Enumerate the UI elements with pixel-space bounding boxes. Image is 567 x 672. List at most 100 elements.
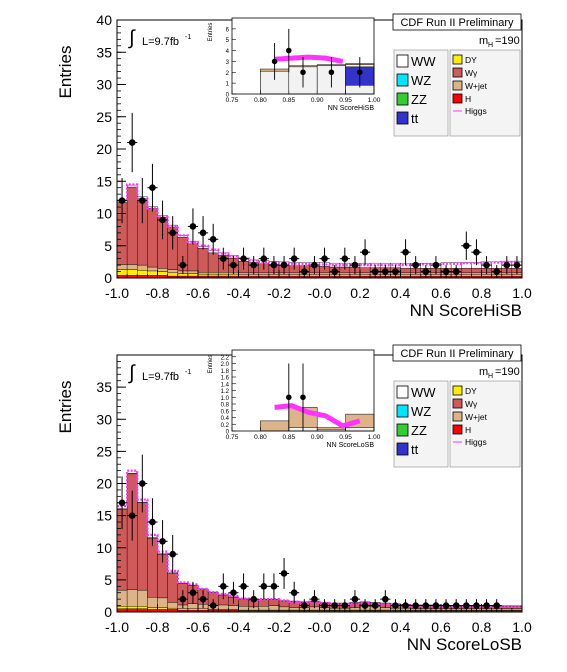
hist-bin-wjet [268,605,280,611]
mass-label: m [479,366,488,378]
luminosity-label: L=9.7fb [142,36,179,48]
y-tick-label: 10 [96,540,112,556]
legend-label-h: H [465,94,471,104]
legend-label-wjet: W+jet [465,81,488,91]
inset-x-tick-label: 0.80 [254,97,267,104]
hist-bin-wjet [218,604,229,610]
x-tick-label: 0.6 [431,285,451,301]
hist-bin-wg [167,573,178,603]
data-point [290,255,298,262]
y-tick-label: 25 [96,109,112,125]
legend-swatch-ww [396,54,409,68]
data-point [371,268,379,275]
hist-bin-dy [167,272,178,277]
x-tick-label: 0.8 [472,285,492,301]
chart-panel-2: -1.0 -0.8 -0.6 -0.4 -0.2 -0.0 0.2 0.4 0.6 0.8 1.00… [56,344,532,654]
inset-x-tick-label: 1.00 [368,97,381,104]
data-point [260,255,268,262]
hist-bin-dy [137,270,148,276]
mass-value: =190 [495,366,520,378]
data-point [483,602,490,609]
hist-bin-ww [177,582,189,584]
data-point [412,602,419,609]
data-point [503,261,511,269]
hist-bin-ww [501,605,513,607]
x-axis-title: NN ScoreLoSB [407,635,522,654]
y-tick-label: 15 [96,173,112,189]
data-point [301,602,308,609]
legend-label-wjet: W+jet [465,412,488,422]
hist-bin-dy [228,273,239,277]
x-tick-label: -0.2 [267,285,291,301]
inset-y-tick-label: 0 [226,430,230,436]
data-point [463,242,470,250]
chart-title: CDF Run II Preliminary [400,17,514,29]
inset-x-tick-label: 0.75 [226,97,239,104]
hist-bin-dy [137,606,148,609]
hist-bin-dy [116,606,128,609]
x-tick-label: 1.0 [512,619,532,635]
inset-bg-bin [260,420,290,432]
inset-y-tick-label: 1.2 [221,389,230,395]
legend-label-dy: DY [465,55,477,65]
legend-swatch-wjet [452,411,463,422]
data-point [179,261,187,269]
data-point [432,602,440,609]
data-point [169,550,176,558]
y-axis-title: Entries [56,46,75,99]
hist-bin-wjet [461,272,472,275]
hist-bin-wjet [137,264,148,271]
hist-bin-wjet [157,597,168,608]
hist-bin-wjet [137,589,148,607]
mass-subscript: H [488,42,493,49]
data-point [118,197,126,204]
data-point [392,602,399,609]
legend-swatch-wg [452,67,463,78]
data-point [321,255,328,262]
inset-x-axis-title: NN ScoreHiSB [328,105,375,112]
x-tick-label: 0.4 [391,619,411,635]
data-point [250,595,257,603]
hist-bin-wjet [187,270,199,274]
hist-bin-wg [187,243,199,272]
legend-label-tt: tt [411,111,419,126]
hist-bin-wg [461,268,472,274]
hist-bin-wjet [228,605,239,610]
hist-bin-dy [126,269,138,276]
data-point [199,229,207,237]
hist-bin-wjet [126,264,138,270]
inset-y-tick-label: 6 [226,27,230,33]
data-point [442,602,450,609]
legend-swatch-zz [396,92,409,106]
y-tick-label: 20 [96,476,112,492]
hist-bin-dy [116,269,128,276]
hist-bin-wg [207,252,219,273]
data-point [412,261,419,269]
x-tick-label: 0.4 [391,285,411,301]
hist-bin-wjet [288,607,300,611]
inset-x-tick-label: 0.80 [254,434,267,441]
x-tick-label: -1.0 [105,285,129,301]
hist-bin-dy [218,273,229,277]
legend-label-ww: WW [411,385,436,400]
inset-y-tick-label: 1.4 [221,382,230,388]
data-point [250,261,257,269]
legend-swatch-wz [396,404,409,418]
hist-bin-wg [197,248,209,273]
hist-bin-wjet [126,589,138,607]
inset-x-tick-label: 0.95 [339,434,352,441]
hist-bin-wg [268,599,280,606]
inset-y-tick-label: 0 [226,93,230,99]
data-point [240,583,247,590]
data-point [493,602,500,609]
y-tick-label: 0 [104,604,112,620]
inset-x-tick-label: 0.75 [226,434,239,441]
hist-bin-wjet [288,272,300,275]
x-tick-label: 0.2 [350,619,370,635]
title-box [392,344,522,362]
hist-bin-wjet [147,597,158,608]
data-point [432,261,440,269]
x-tick-label: 1.0 [512,285,532,301]
hist-bin-wjet [359,272,371,275]
